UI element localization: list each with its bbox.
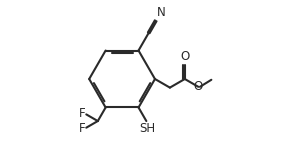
Text: SH: SH	[139, 122, 155, 135]
Text: O: O	[180, 50, 190, 63]
Text: O: O	[194, 80, 203, 93]
Text: N: N	[157, 6, 166, 19]
Text: F: F	[78, 107, 85, 120]
Text: F: F	[78, 122, 85, 135]
